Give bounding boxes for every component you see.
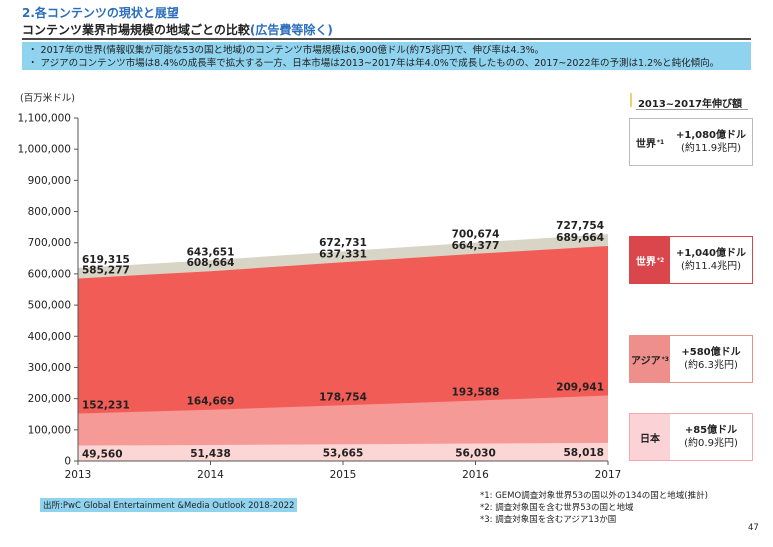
source-note: 出所:PwC Global Entertainment &Media Outlo…: [40, 498, 297, 512]
growth-row: 世界 *1 +1,080億ドル (約11.9兆円): [629, 118, 753, 166]
y-tick-label: 900,000: [28, 175, 71, 187]
growth-row-amount: +85億ドル: [685, 424, 737, 437]
growth-row-yen: (約6.3兆円): [684, 359, 738, 372]
y-tick-label: 700,000: [28, 237, 71, 249]
y-tick-label: 0: [64, 456, 71, 468]
data-label-world1: 700,674: [452, 229, 500, 241]
data-label-world2: 585,277: [82, 265, 130, 277]
y-tick-label: 1,000,000: [18, 144, 71, 156]
growth-row-yen: (約11.4兆円): [681, 260, 741, 273]
growth-panel-rule: [636, 109, 748, 110]
growth-panel-title: 2013~2017年伸び額: [630, 95, 750, 110]
growth-row-amount: +1,080億ドル: [676, 129, 746, 142]
y-tick-label: 800,000: [28, 206, 71, 218]
growth-row-region: 世界 *1: [630, 119, 670, 165]
growth-row-value: +85億ドル (約0.9兆円): [670, 414, 752, 460]
data-label-japan: 58,018: [563, 447, 604, 459]
growth-row-region-label: 日本: [640, 430, 660, 445]
growth-row-region: 世界 *2: [630, 237, 670, 283]
x-tick-label: 2014: [197, 469, 224, 481]
data-label-world1: 619,315: [82, 254, 130, 266]
growth-row-amount: +580億ドル: [681, 346, 740, 359]
data-label-asia: 164,669: [187, 396, 235, 408]
data-label-world2: 608,664: [187, 257, 235, 269]
data-label-world1: 672,731: [319, 237, 367, 249]
y-tick-label: 100,000: [28, 424, 71, 436]
growth-row-value: +1,040億ドル (約11.4兆円): [670, 237, 752, 283]
footnote: *1: GEMO調査対象世界53の国以外の134の国と地域(推計): [480, 490, 708, 502]
x-tick-label: 2015: [330, 469, 357, 481]
y-tick-label: 600,000: [28, 268, 71, 280]
y-tick-label: 1,100,000: [18, 113, 71, 125]
growth-row-footnote-mark: *3: [662, 356, 669, 363]
data-label-asia: 209,941: [556, 382, 604, 394]
data-label-japan: 51,438: [190, 448, 231, 460]
growth-row-footnote-mark: *1: [657, 139, 664, 146]
growth-row: アジア *3 +580億ドル (約6.3兆円): [629, 335, 753, 383]
footnote: *3: 調査対象国を含むアジア13か国: [480, 514, 708, 526]
growth-row-yen: (約11.9兆円): [681, 142, 741, 155]
growth-row-footnote-mark: *2: [657, 257, 664, 264]
data-label-world2: 689,664: [556, 232, 604, 244]
data-label-japan: 49,560: [82, 448, 123, 460]
growth-row-yen: (約0.9兆円): [684, 437, 738, 450]
growth-row-value: +580億ドル (約6.3兆円): [670, 336, 752, 382]
y-tick-label: 200,000: [28, 393, 71, 405]
x-tick-label: 2013: [65, 469, 92, 481]
market-size-area-chart: 0 100,000 200,000 300,000 400,000 500,000 600,…: [0, 0, 625, 490]
growth-row-amount: +1,040億ドル: [676, 247, 746, 260]
y-tick-label: 300,000: [28, 362, 71, 374]
data-label-world2: 637,331: [319, 248, 367, 260]
x-tick-label: 2017: [595, 469, 622, 481]
growth-row: 日本 +85億ドル (約0.9兆円): [629, 413, 753, 461]
x-tick-label: 2016: [462, 469, 489, 481]
growth-row-region-label: アジア: [631, 352, 661, 367]
data-label-world1: 727,754: [556, 220, 604, 232]
data-label-asia: 152,231: [82, 400, 130, 412]
data-label-world2: 664,377: [452, 240, 500, 252]
growth-row-region-label: 世界: [636, 135, 656, 150]
y-tick-label: 500,000: [28, 300, 71, 312]
data-label-asia: 178,754: [319, 391, 367, 403]
growth-row-region-label: 世界: [636, 253, 656, 268]
page-number: 47: [748, 523, 759, 533]
data-label-asia: 193,588: [452, 387, 500, 399]
data-label-japan: 56,030: [455, 447, 496, 459]
growth-row-region: 日本: [630, 414, 670, 460]
footnotes: *1: GEMO調査対象世界53の国以外の134の国と地域(推計) *2: 調査…: [480, 490, 708, 526]
footnote: *2: 調査対象国を含む世界53の国と地域: [480, 502, 708, 514]
data-label-japan: 53,665: [323, 448, 364, 460]
growth-row-region: アジア *3: [630, 336, 670, 382]
data-label-world1: 643,651: [187, 246, 235, 258]
y-tick-label: 400,000: [28, 331, 71, 343]
growth-row: 世界 *2 +1,040億ドル (約11.4兆円): [629, 236, 753, 284]
growth-row-value: +1,080億ドル (約11.9兆円): [670, 119, 752, 165]
